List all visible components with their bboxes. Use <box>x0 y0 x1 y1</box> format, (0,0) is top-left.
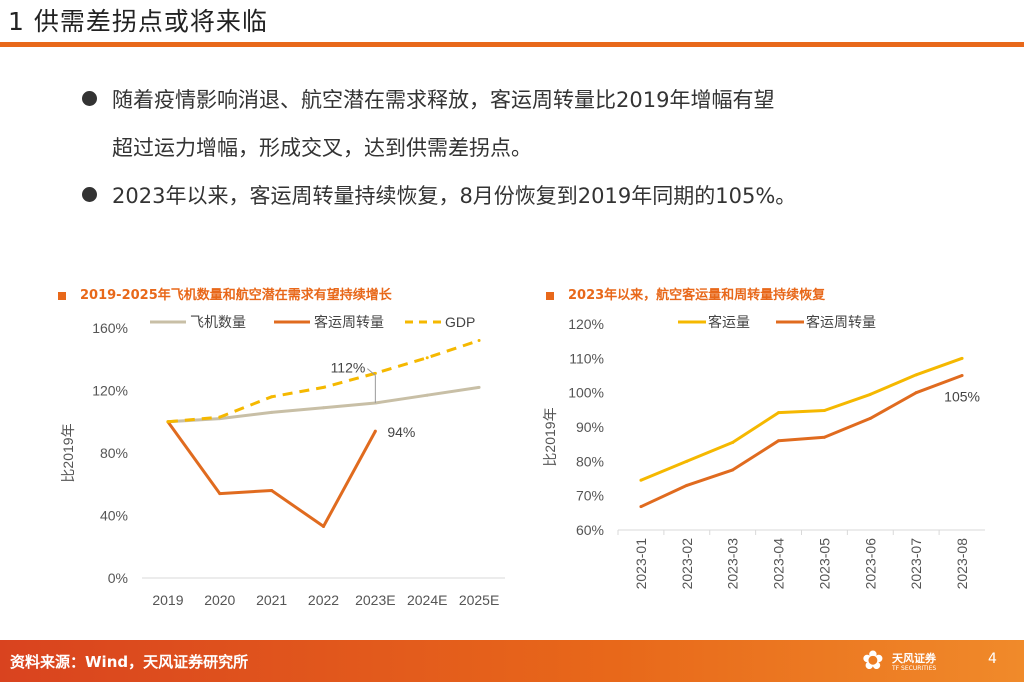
footer-source: 资料来源：Wind，天风证券研究所 <box>10 653 249 671</box>
bullet-item: 2023年以来，客运周转量持续恢复，8月份恢复到2019年同期的105%。 <box>82 172 982 220</box>
chart1-y-axis-label: 比2019年 <box>60 423 76 482</box>
chart2-data-point <box>914 373 918 377</box>
chart1-annotation-leader <box>367 368 376 376</box>
bullet-list: 随着疫情影响消退、航空潜在需求释放，客运周转量比2019年增幅有望 超过运力增幅… <box>82 76 982 220</box>
chart1-data-point <box>322 385 325 389</box>
chart2-data-point <box>822 435 826 439</box>
chart1-x-tick-label: 2021 <box>256 592 287 608</box>
chart2-data-label: 105% <box>944 389 980 405</box>
chart2-legend-label: 客运周转量 <box>806 314 876 330</box>
chart2-series-line-0 <box>640 356 963 482</box>
chart2-x-tick-label: 2023-05 <box>816 538 832 590</box>
bullet-text: 超过运力增幅，形成交叉，达到供需差拐点。 <box>112 136 532 160</box>
chart1-y-tick-label: 160% <box>92 320 128 336</box>
chart1-data-point <box>425 393 429 397</box>
chart2-data-point <box>868 392 872 396</box>
chart1-y-tick-label: 0% <box>108 570 128 586</box>
chart1-x-tick-label: 2025E <box>459 592 499 608</box>
chart2-y-tick-label: 60% <box>576 522 604 538</box>
chart2-y-tick-label: 100% <box>568 385 604 401</box>
logo-name: 天风证券 <box>892 652 936 665</box>
chart2-y-tick-label: 120% <box>568 316 604 332</box>
footer-bar: 资料来源：Wind，天风证券研究所 ✿ 天风证券 TF SECURITIES 4 <box>0 640 1024 682</box>
chart1-data-point <box>373 429 377 433</box>
chart1-legend-label: 客运周转量 <box>314 314 384 330</box>
chart2-data-point <box>960 374 964 377</box>
bullet-text: 随着疫情影响消退、航空潜在需求释放，客运周转量比2019年增幅有望 <box>112 88 775 112</box>
chart1-data-label: 94% <box>387 424 415 440</box>
chart2-data-point <box>960 356 964 360</box>
chart1-data-point <box>425 356 429 360</box>
page-number: 4 <box>988 651 997 667</box>
chart1-data-point <box>322 406 325 410</box>
chart1-y-tick-label: 80% <box>100 445 128 461</box>
chart1-x-tick-label: 2020 <box>204 592 235 608</box>
chart2-data-point <box>777 439 781 443</box>
chart1-series-line-0 <box>167 385 480 424</box>
bullet-item: 随着疫情影响消退、航空潜在需求释放，客运周转量比2019年增幅有望 <box>82 76 982 124</box>
chart2-title-text: 2023年以来，航空客运量和周转量持续恢复 <box>568 288 826 303</box>
chart1-x-tick-label: 2022 <box>308 592 339 608</box>
chart2-title-marker <box>546 291 554 300</box>
chart2-legend-label: 客运量 <box>708 314 750 330</box>
chart2-x-tick-label: 2023-08 <box>954 538 970 590</box>
chart1-x-tick-label: 2023E <box>355 592 395 608</box>
title-rule <box>0 42 1024 47</box>
chart2-y-tick-label: 110% <box>569 350 604 366</box>
company-logo: ✿ 天风证券 TF SECURITIES <box>862 646 942 678</box>
chart1-data-point <box>322 524 325 528</box>
chart2-svg: 60% 70% 80% 90% 100% 110% 120% 2023-01 2023-02 20… <box>542 314 985 590</box>
chart1-y-tick-label: 120% <box>92 383 128 399</box>
bullet-text: 2023年以来，客运周转量持续恢复，8月份恢复到2019年同期的105%。 <box>112 184 797 208</box>
chart1-x-tick-label: 2024E <box>407 592 447 608</box>
chart2-y-tick-label: 80% <box>576 453 604 469</box>
chart1-x-tick-label: 2019 <box>152 592 183 608</box>
chart2-y-axis-label: 比2019年 <box>542 407 558 466</box>
chart2-data-point <box>777 411 781 415</box>
chart2-x-tick-label: 2023-03 <box>725 538 741 590</box>
chart2-series-line-1 <box>640 374 963 509</box>
chart1-series-line-1 <box>166 420 377 528</box>
chart2-data-point <box>914 391 918 395</box>
chart2-x-tick-label: 2023-07 <box>908 538 924 590</box>
chart1-data-point <box>270 410 274 414</box>
chart2-data-point <box>731 468 735 472</box>
chart1-data-point <box>166 420 170 424</box>
chart1-data-point <box>218 415 222 419</box>
chart1-data-point <box>477 385 481 389</box>
chart2-y-tick-label: 90% <box>576 419 604 435</box>
chart1-y-tick-label: 40% <box>100 508 128 524</box>
logo-en: TF SECURITIES <box>892 665 937 672</box>
bullet-dot <box>82 91 97 106</box>
chart2-y-tick-label: 70% <box>576 488 604 504</box>
bullet-dot <box>82 187 97 202</box>
chart1-data-point <box>270 395 274 399</box>
chart1-data-point <box>477 339 481 342</box>
chart2-data-point <box>639 478 643 482</box>
chart2-x-tick-label: 2023-02 <box>679 538 695 590</box>
chart1-title: 2019-2025年飞机数量和航空潜在需求有望持续增长 <box>58 284 392 303</box>
chart2-x-tick-label: 2023-06 <box>862 538 878 590</box>
chart2-data-point <box>685 459 689 463</box>
chart2-data-point <box>822 409 826 413</box>
chart1-data-point <box>270 489 274 492</box>
chart2-data-point <box>868 416 872 420</box>
chart2-x-tick-label: 2023-01 <box>633 538 649 590</box>
chart1-data-point <box>218 492 222 496</box>
chart1-title-marker <box>58 291 66 300</box>
flower-icon: ✿ <box>862 646 884 676</box>
chart1-svg: 0% 40% 80% 120% 160% 2019 2020 2021 2022 2023E 202… <box>60 314 505 608</box>
chart2-data-point <box>685 483 689 487</box>
chart1-legend-label: 飞机数量 <box>190 314 246 330</box>
chart1-data-label: 112% <box>331 360 366 376</box>
page-title: 1 供需差拐点或将来临 <box>8 7 268 36</box>
chart1-title-text: 2019-2025年飞机数量和航空潜在需求有望持续增长 <box>80 288 392 303</box>
chart2-title: 2023年以来，航空客运量和周转量持续恢复 <box>546 284 825 303</box>
chart2-data-point <box>731 440 735 444</box>
chart1-series-line-2 <box>167 339 480 424</box>
chart1-legend-label: GDP <box>445 314 475 330</box>
bullet-continuation: 超过运力增幅，形成交叉，达到供需差拐点。 <box>82 124 982 172</box>
chart2-x-tick-label: 2023-04 <box>771 538 787 590</box>
chart2-data-point <box>639 505 643 509</box>
